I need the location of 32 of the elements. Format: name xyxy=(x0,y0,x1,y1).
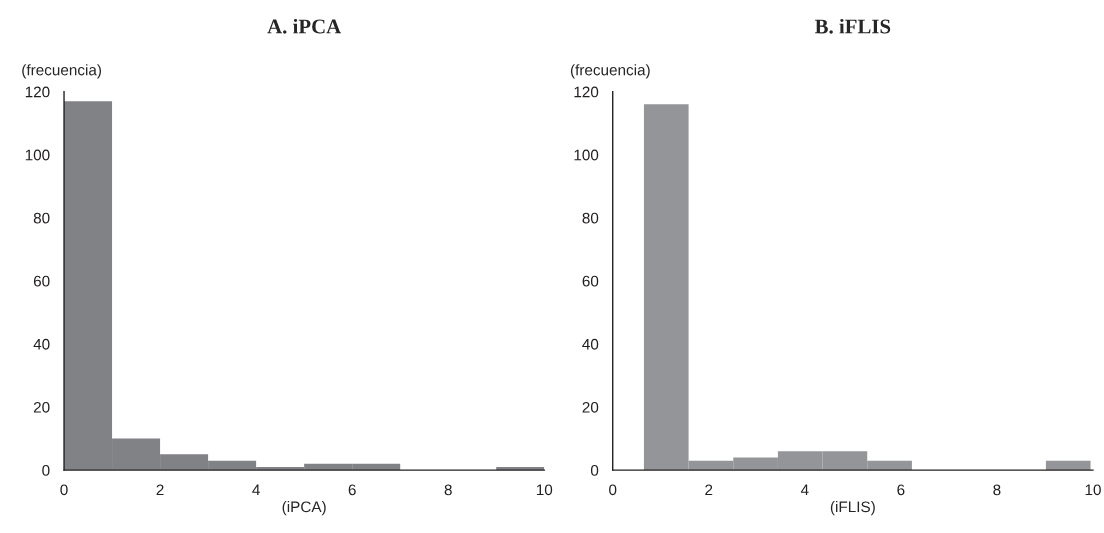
x-tick-label: 10 xyxy=(1085,484,1101,496)
x-tick-label: 0 xyxy=(609,484,617,496)
y-tick-label: 120 xyxy=(25,86,50,98)
y-tick-label: 100 xyxy=(25,149,50,161)
y-tick-label: 20 xyxy=(33,401,50,413)
y-tick-label: 40 xyxy=(33,338,50,350)
y-tick-label: 0 xyxy=(590,464,599,476)
chart-title: A. iPCA xyxy=(267,18,342,34)
y-tick-label: 0 xyxy=(42,464,50,476)
x-tick-label: 6 xyxy=(348,484,356,496)
x-axis-title: (iFLIS) xyxy=(830,501,875,516)
x-tick-label: 10 xyxy=(536,484,553,496)
x-tick-label: 6 xyxy=(897,484,905,496)
y-tick-label: 80 xyxy=(33,212,50,224)
x-tick-label: 8 xyxy=(993,484,1001,496)
chart-title: B. iFLIS xyxy=(814,18,891,34)
x-tick-label: 2 xyxy=(705,484,713,496)
y-tick-label: 120 xyxy=(574,86,599,98)
x-tick-label: 4 xyxy=(252,484,260,496)
y-tick-label: 60 xyxy=(33,275,50,287)
y-tick-label: 80 xyxy=(582,212,599,224)
x-tick-label: 2 xyxy=(156,484,164,496)
y-tick-label: 20 xyxy=(582,401,599,413)
x-axis-title: (iPCA) xyxy=(282,501,326,516)
y-tick-label: 100 xyxy=(574,149,599,161)
y-axis-title: (frecuencia) xyxy=(570,64,650,79)
x-tick-label: 8 xyxy=(444,484,452,496)
x-tick-label: 4 xyxy=(800,484,809,496)
x-tick-label: 0 xyxy=(60,484,68,496)
y-tick-label: 60 xyxy=(582,275,599,287)
y-tick-label: 40 xyxy=(582,338,599,350)
y-axis-title: (frecuencia) xyxy=(22,64,102,79)
